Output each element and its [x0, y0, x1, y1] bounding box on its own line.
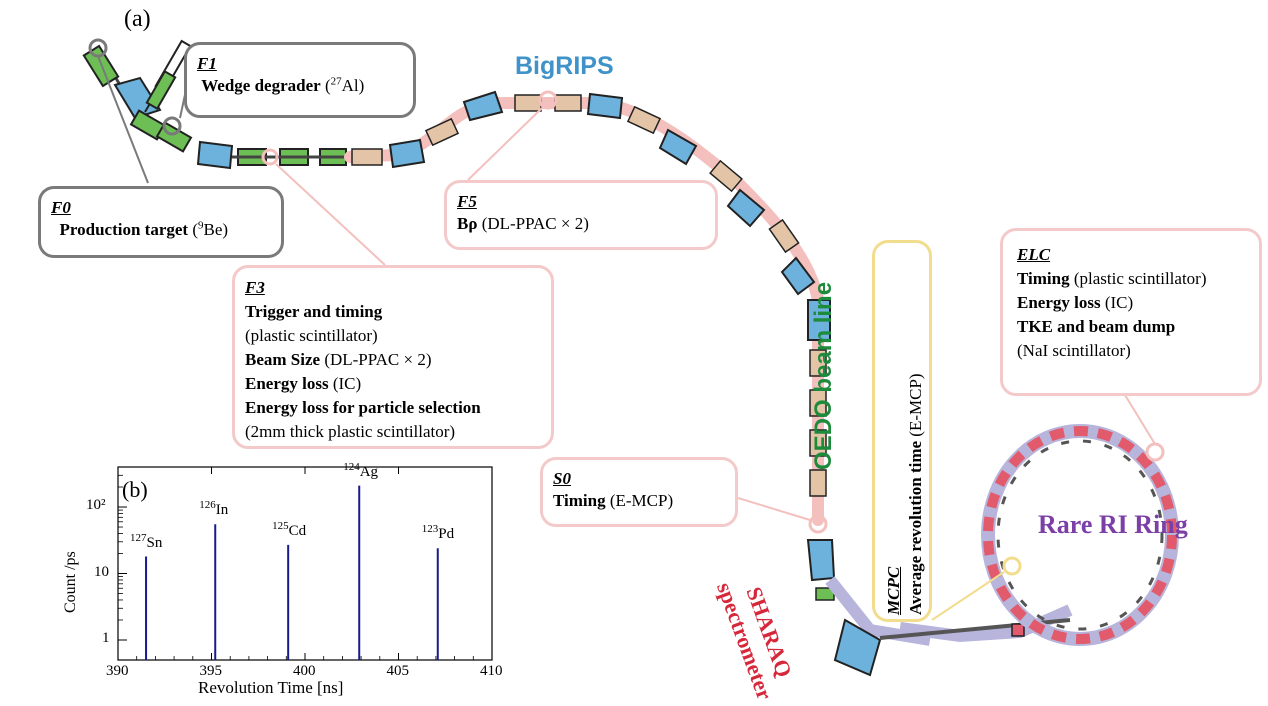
elc-head: ELC [1017, 245, 1051, 264]
rare-ri-ring [981, 424, 1179, 646]
s0-box: S0 Timing (E-MCP) [540, 457, 738, 527]
plot-frame [117, 466, 493, 661]
f0-head: F0 [51, 198, 71, 217]
f5-box: F5 Bρ (DL-PPAC × 2) [444, 180, 718, 250]
bigrips-label: BigRIPS [515, 52, 614, 80]
f5-head: F5 [457, 192, 477, 211]
isotope-label: 123Pd [421, 523, 455, 543]
mcpc-head: MCPC [884, 566, 903, 615]
isotope-label: 124Ag [343, 460, 379, 480]
y-axis-title: Count /ps [62, 551, 79, 613]
panel-a-label: (a) [124, 6, 151, 32]
f3-head: F3 [245, 278, 265, 297]
ring-label: Rare RI Ring [1038, 510, 1188, 539]
x-tick-label: 395 [199, 663, 223, 679]
primary-beam-line [82, 39, 360, 170]
mcpc-box: MCPC Average revolution time (E-MCP) [872, 240, 932, 622]
f1-head: F1 [197, 54, 217, 73]
spectrum-plot [117, 466, 493, 661]
elc-box: ELC Timing (plastic scintillator) Energy… [1000, 228, 1262, 396]
bigrips-magnets [351, 90, 831, 497]
callout-markers [88, 38, 1165, 621]
s0-head: S0 [553, 469, 571, 488]
x-tick-label: 405 [386, 663, 410, 679]
oedo-label: OEDO beam line [810, 281, 837, 470]
isotope-label: 126In [199, 499, 229, 519]
x-tick-label: 390 [106, 663, 129, 679]
y-tick-label: 10² [86, 497, 106, 514]
y-tick-label: 10 [94, 563, 109, 580]
f1-box: F1 Wedge degrader (27Al) [184, 42, 416, 118]
x-tick-label: 410 [480, 663, 503, 679]
f0-box: F0 Production target (9Be) [38, 186, 284, 258]
x-axis-title: Revolution Time [ns] [198, 678, 344, 697]
sharaq-and-transfer [806, 539, 1073, 677]
panel-b-label: (b) [122, 477, 148, 502]
spectrum-panel: (b) Revolution Time [ns] Count /ps 390 39… [0, 455, 510, 706]
y-tick-label: 1 [102, 629, 110, 646]
isotope-label: 127Sn [130, 531, 163, 551]
x-tick-label: 400 [293, 663, 316, 679]
isotope-label: 125Cd [272, 519, 307, 539]
f3-box: F3 Trigger and timing (plastic scintilla… [232, 265, 554, 449]
